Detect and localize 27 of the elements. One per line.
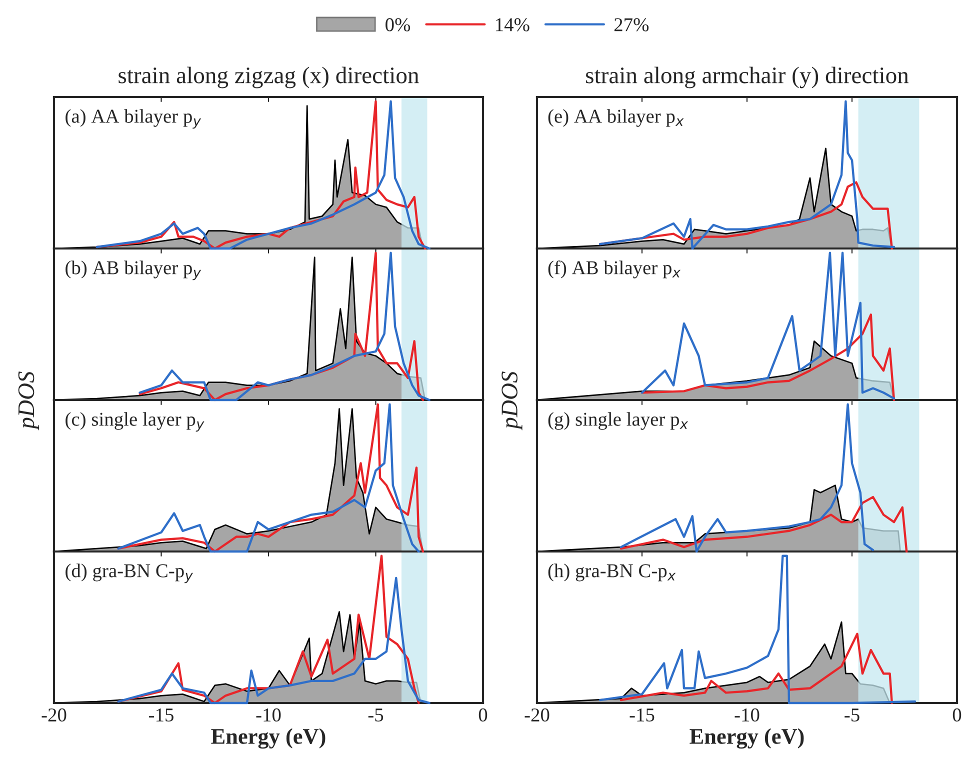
y-axis-title: pDOS [18, 372, 39, 430]
x-axis-title: Energy (eV) [211, 728, 326, 749]
x-tick-label: -10 [734, 708, 760, 722]
legend-label: 27% [614, 18, 649, 32]
annotation: (g) single layer p$_{x}$ [548, 412, 688, 430]
annotation: (c) single layer p$_{y}$ [66, 412, 204, 432]
annotation: (h) gra-BN C-p$_{x}$ [548, 564, 676, 582]
legend-label: 0% [386, 18, 410, 32]
x-tick-label: -15 [630, 708, 654, 722]
annotation: (d) gra-BN C-p$_{y}$ [66, 564, 193, 584]
annotation: (a) AA bilayer p$_{y}$ [66, 109, 202, 129]
legend-label: 14% [496, 18, 530, 32]
x-tick-label: -15 [149, 708, 174, 722]
x-tick-label: -20 [524, 708, 550, 722]
x-tick-label: -5 [844, 708, 860, 722]
chart-title: strain along zigzag (x) direction [118, 66, 419, 88]
x-tick-label: 0 [952, 708, 962, 722]
x-tick-label: -20 [42, 708, 66, 722]
chart-title: strain along armchair (y) direction [586, 66, 909, 88]
x-tick-label: -10 [256, 708, 281, 722]
x-tick-label: -5 [368, 708, 384, 722]
annotation: (f) AB bilayer p$_{x}$ [548, 260, 681, 278]
annotation: (b) AB bilayer p$_{y}$ [66, 260, 202, 280]
x-tick-label: 0 [478, 708, 488, 722]
y-axis-title: pDOS [502, 372, 522, 430]
annotation: (e) AA bilayer p$_{x}$ [548, 109, 684, 127]
x-axis-title: Energy (eV) [690, 728, 804, 749]
